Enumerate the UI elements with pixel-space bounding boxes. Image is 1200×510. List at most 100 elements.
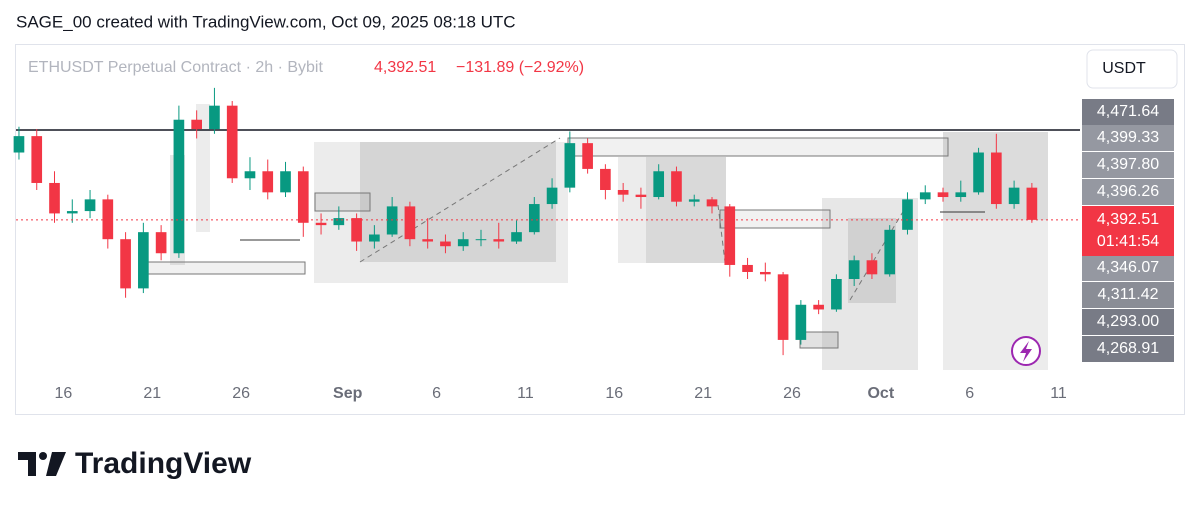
candle-body — [742, 264, 753, 272]
level-label-bg — [1082, 336, 1174, 362]
drawings — [144, 104, 1048, 370]
candle-body — [422, 239, 434, 242]
candle-body — [351, 218, 362, 242]
candle-body — [386, 206, 398, 235]
x-tick-label: 16 — [605, 385, 623, 402]
x-tick-label: Sep — [333, 385, 363, 402]
candle-body — [511, 232, 522, 242]
header: SAGE_00 created with TradingView.com, Oc… — [16, 12, 516, 31]
symbol: ETHUSDT Perpetual Contract · 2h · Bybit — [28, 59, 323, 76]
candle-body — [688, 199, 700, 202]
currency-button[interactable] — [1086, 49, 1178, 89]
x-tick-label: 26 — [783, 385, 801, 402]
level-label-bg — [1082, 125, 1174, 151]
x-tick-label: 26 — [232, 385, 250, 402]
candle-body — [724, 206, 736, 265]
legend-price: 4,392.51 — [374, 59, 436, 76]
candle-body — [475, 239, 487, 241]
candle-body — [209, 105, 220, 130]
candle-body — [457, 239, 469, 247]
candle-body — [617, 189, 629, 195]
x-tick-label: 6 — [432, 385, 441, 402]
level-label: 4,311.42 — [1097, 286, 1158, 303]
candle-body — [493, 239, 505, 242]
alert-icon[interactable] — [1011, 336, 1041, 366]
candle-body — [102, 199, 114, 240]
candle-body — [991, 152, 1002, 205]
countdown: 01:41:54 — [1097, 233, 1159, 250]
candle-body — [582, 143, 593, 169]
candle-body — [635, 194, 647, 198]
level-label: 4,268.91 — [1097, 340, 1159, 357]
candle-body — [120, 239, 131, 289]
level-label-bg — [1082, 179, 1174, 205]
x-tick-label: Oct — [867, 385, 894, 402]
candle-body — [831, 279, 842, 310]
candle-body — [759, 271, 771, 275]
candle-body — [244, 171, 256, 179]
x-tick-label: 11 — [517, 385, 534, 402]
candle-body — [369, 234, 380, 242]
candle-body — [333, 218, 345, 226]
level-label: 4,397.80 — [1097, 156, 1159, 173]
candle-body — [706, 199, 718, 207]
candle-body — [653, 171, 665, 198]
candle-body — [1026, 187, 1038, 220]
candle-body — [155, 232, 167, 254]
candle-body — [315, 222, 327, 226]
candle-body — [280, 171, 291, 193]
level-label: 4,293.00 — [1097, 313, 1159, 330]
level-label-bg — [1082, 99, 1174, 125]
level-label: 4,399.33 — [1097, 129, 1159, 146]
candle-body — [902, 199, 913, 230]
level-label-bg — [1082, 282, 1174, 308]
logo — [18, 452, 66, 476]
x-tick-label: 21 — [694, 385, 712, 402]
candle-body — [937, 192, 949, 198]
candle-body — [564, 143, 576, 188]
level-label-bg — [1082, 255, 1174, 281]
candle-body — [795, 304, 807, 340]
candle-body — [440, 241, 451, 247]
candle-body — [404, 206, 416, 240]
candle-body — [31, 136, 43, 183]
candle-body — [973, 152, 984, 193]
legend-change: −131.89 (−2.92%) — [456, 59, 584, 76]
candle-body — [84, 199, 96, 212]
candle-body — [546, 187, 558, 205]
candle-body — [884, 229, 896, 275]
currency[interactable]: USDT — [1102, 60, 1146, 77]
candle-body — [49, 182, 60, 214]
x-tick-label: 16 — [54, 385, 72, 402]
candle-body — [600, 168, 611, 190]
candle-body — [13, 136, 25, 153]
candle-body — [777, 274, 789, 340]
candle-body — [226, 105, 238, 179]
candle-body — [191, 119, 202, 130]
candle-body — [173, 119, 185, 254]
last-price-label-bg — [1082, 206, 1174, 256]
candle-body — [1008, 187, 1020, 205]
level-label: 4,346.07 — [1097, 259, 1159, 276]
candle-body — [848, 260, 860, 280]
x-tick-label: 6 — [965, 385, 974, 402]
level-label-bg — [1082, 152, 1174, 178]
candle-body — [955, 192, 967, 198]
candle-body — [671, 171, 682, 202]
x-tick-label: 11 — [1050, 385, 1067, 402]
candle-body — [813, 304, 824, 310]
x-tick-label: 21 — [143, 385, 161, 402]
level-label-bg — [1082, 309, 1174, 335]
footer-logo: TradingView — [75, 447, 252, 480]
candle-body — [297, 171, 309, 223]
candle-body — [138, 232, 149, 289]
candle-body — [262, 171, 274, 193]
candle-body — [528, 204, 540, 233]
level-label: 4,396.26 — [1097, 183, 1159, 200]
candle-body — [866, 260, 878, 275]
level-label: 4,471.64 — [1097, 103, 1159, 120]
candle-body — [919, 192, 931, 200]
candle-body — [66, 211, 78, 214]
last-price-label: 4,392.51 — [1097, 211, 1159, 228]
